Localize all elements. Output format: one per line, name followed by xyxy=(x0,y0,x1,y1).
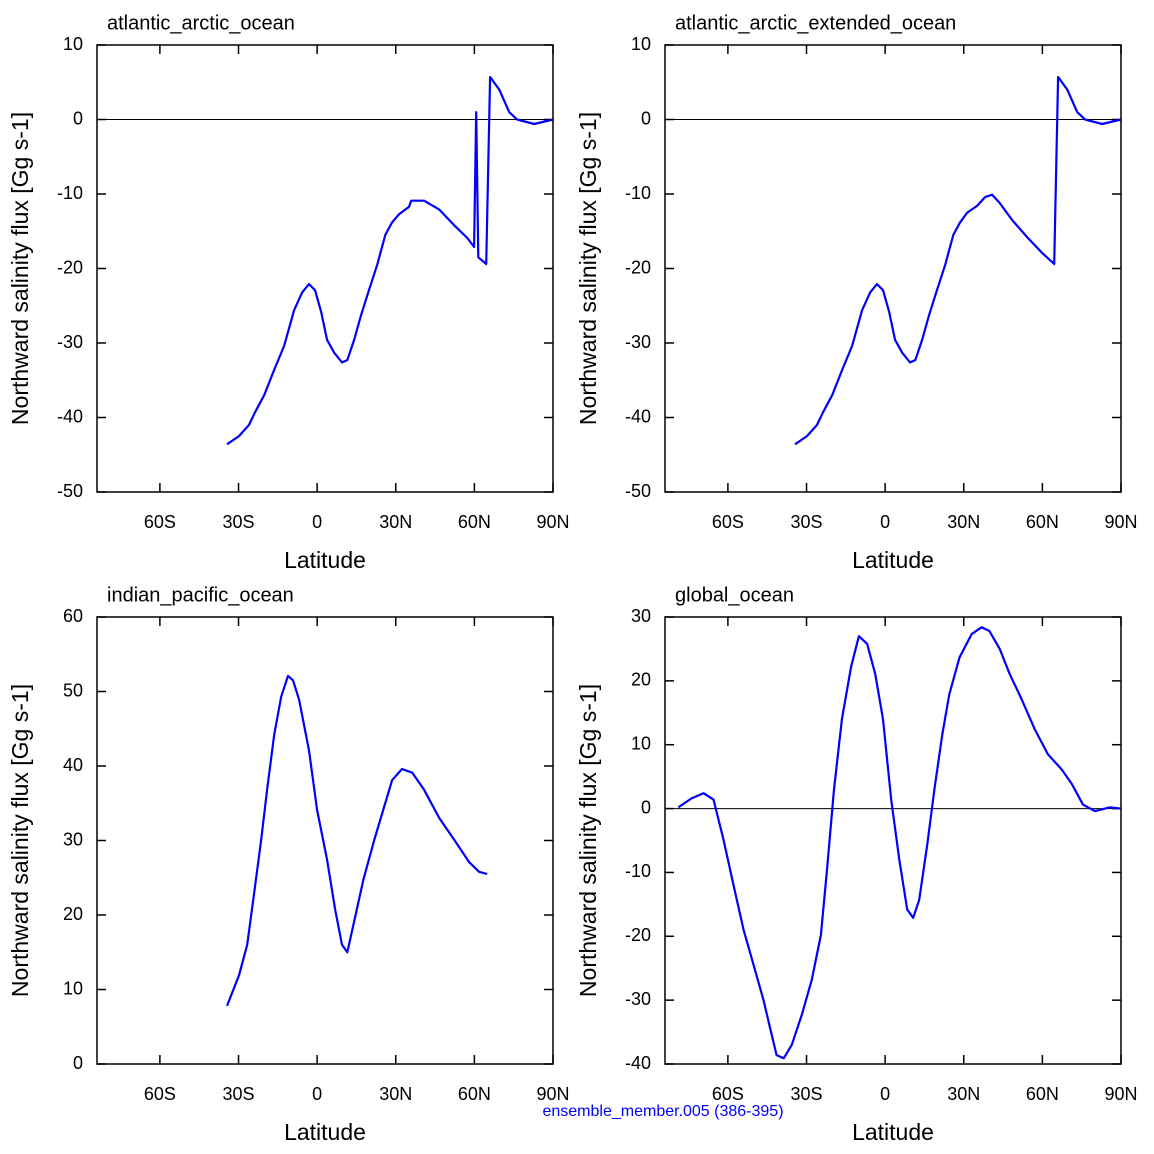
panel: global_ocean Latitude Northward salinity f… xyxy=(575,584,1137,1145)
x-tick-label: 60N xyxy=(458,1084,491,1104)
x-tick-label: 0 xyxy=(880,512,890,532)
y-tick-label: -20 xyxy=(625,257,651,277)
x-tick-label: 30N xyxy=(947,512,980,532)
footer: ensemble_member.005 (386-395) xyxy=(542,1103,783,1120)
x-axis-label: Latitude xyxy=(852,1119,934,1145)
data-line xyxy=(794,75,1122,446)
y-tick-label: 40 xyxy=(63,755,83,775)
y-tick-label: -30 xyxy=(625,332,651,352)
y-tick-label: -30 xyxy=(57,332,83,352)
y-tick-label: -40 xyxy=(57,406,83,426)
panel: atlantic_arctic_extended_ocean Latitude No… xyxy=(575,12,1137,573)
y-tick-label: -40 xyxy=(625,1053,651,1073)
y-tick-label: 10 xyxy=(63,978,83,998)
panel-title: atlantic_arctic_extended_ocean xyxy=(675,12,956,34)
y-axis-label: Northward salinity flux [Gg s-1] xyxy=(575,112,601,425)
y-tick-label: 20 xyxy=(631,670,651,690)
data-line xyxy=(225,674,488,1007)
y-tick-label: 0 xyxy=(641,108,651,128)
panel: indian_pacific_ocean Latitude Northward sa… xyxy=(7,584,569,1145)
x-tick-label: 30N xyxy=(379,512,412,532)
y-tick-label: 30 xyxy=(631,606,651,626)
data-line xyxy=(226,75,554,446)
y-tick-label: -10 xyxy=(57,183,83,203)
y-tick-label: 60 xyxy=(63,606,83,626)
x-tick-label: 60N xyxy=(1026,1084,1059,1104)
x-tick-label: 30N xyxy=(947,1084,980,1104)
y-tick-label: 0 xyxy=(73,108,83,128)
x-tick-label: 30S xyxy=(791,1084,823,1104)
y-tick-label: -20 xyxy=(57,257,83,277)
y-axis-label: Northward salinity flux [Gg s-1] xyxy=(575,684,601,997)
plot-frame xyxy=(664,616,1122,1065)
y-tick-label: -50 xyxy=(57,481,83,501)
y-tick-label: 0 xyxy=(641,797,651,817)
x-tick-label: 60S xyxy=(712,512,744,532)
plot-frame xyxy=(96,44,554,493)
x-tick-label: 0 xyxy=(312,512,322,532)
plot-frame xyxy=(96,616,554,1065)
x-tick-label: 0 xyxy=(880,1084,890,1104)
y-tick-label: 10 xyxy=(63,34,83,54)
y-tick-label: 10 xyxy=(631,34,651,54)
x-tick-label: 30S xyxy=(223,512,255,532)
x-tick-label: 90N xyxy=(536,512,569,532)
x-axis-label: Latitude xyxy=(284,547,366,573)
y-tick-label: -50 xyxy=(625,481,651,501)
y-tick-label: -30 xyxy=(625,989,651,1009)
x-tick-label: 90N xyxy=(1104,1084,1137,1104)
x-tick-label: 60S xyxy=(144,512,176,532)
y-tick-label: 50 xyxy=(63,680,83,700)
plot-frame xyxy=(664,44,1122,493)
panel-title: global_ocean xyxy=(675,584,794,606)
x-tick-label: 60N xyxy=(1026,512,1059,532)
x-axis-label: Latitude xyxy=(284,1119,366,1145)
panel: atlantic_arctic_ocean Latitude Northward s… xyxy=(7,12,569,573)
y-tick-label: -40 xyxy=(625,406,651,426)
x-tick-label: 60S xyxy=(712,1084,744,1104)
y-tick-label: -20 xyxy=(625,925,651,945)
x-axis-label: Latitude xyxy=(852,547,934,573)
y-tick-label: -10 xyxy=(625,861,651,881)
panel-title: indian_pacific_ocean xyxy=(107,584,294,606)
y-tick-label: -10 xyxy=(625,183,651,203)
x-tick-label: 90N xyxy=(1104,512,1137,532)
x-tick-label: 90N xyxy=(536,1084,569,1104)
y-axis-label: Northward salinity flux [Gg s-1] xyxy=(7,684,33,997)
panel-title: atlantic_arctic_ocean xyxy=(107,12,295,34)
x-tick-label: 60S xyxy=(144,1084,176,1104)
y-tick-label: 20 xyxy=(63,904,83,924)
x-tick-label: 30N xyxy=(379,1084,412,1104)
x-tick-label: 60N xyxy=(458,512,491,532)
y-tick-label: 0 xyxy=(73,1053,83,1073)
y-tick-label: 30 xyxy=(63,829,83,849)
x-tick-label: 0 xyxy=(312,1084,322,1104)
y-axis-label: Northward salinity flux [Gg s-1] xyxy=(7,112,33,425)
x-tick-label: 30S xyxy=(223,1084,255,1104)
data-line xyxy=(677,626,1122,1060)
x-tick-label: 30S xyxy=(791,512,823,532)
y-tick-label: 10 xyxy=(631,733,651,753)
